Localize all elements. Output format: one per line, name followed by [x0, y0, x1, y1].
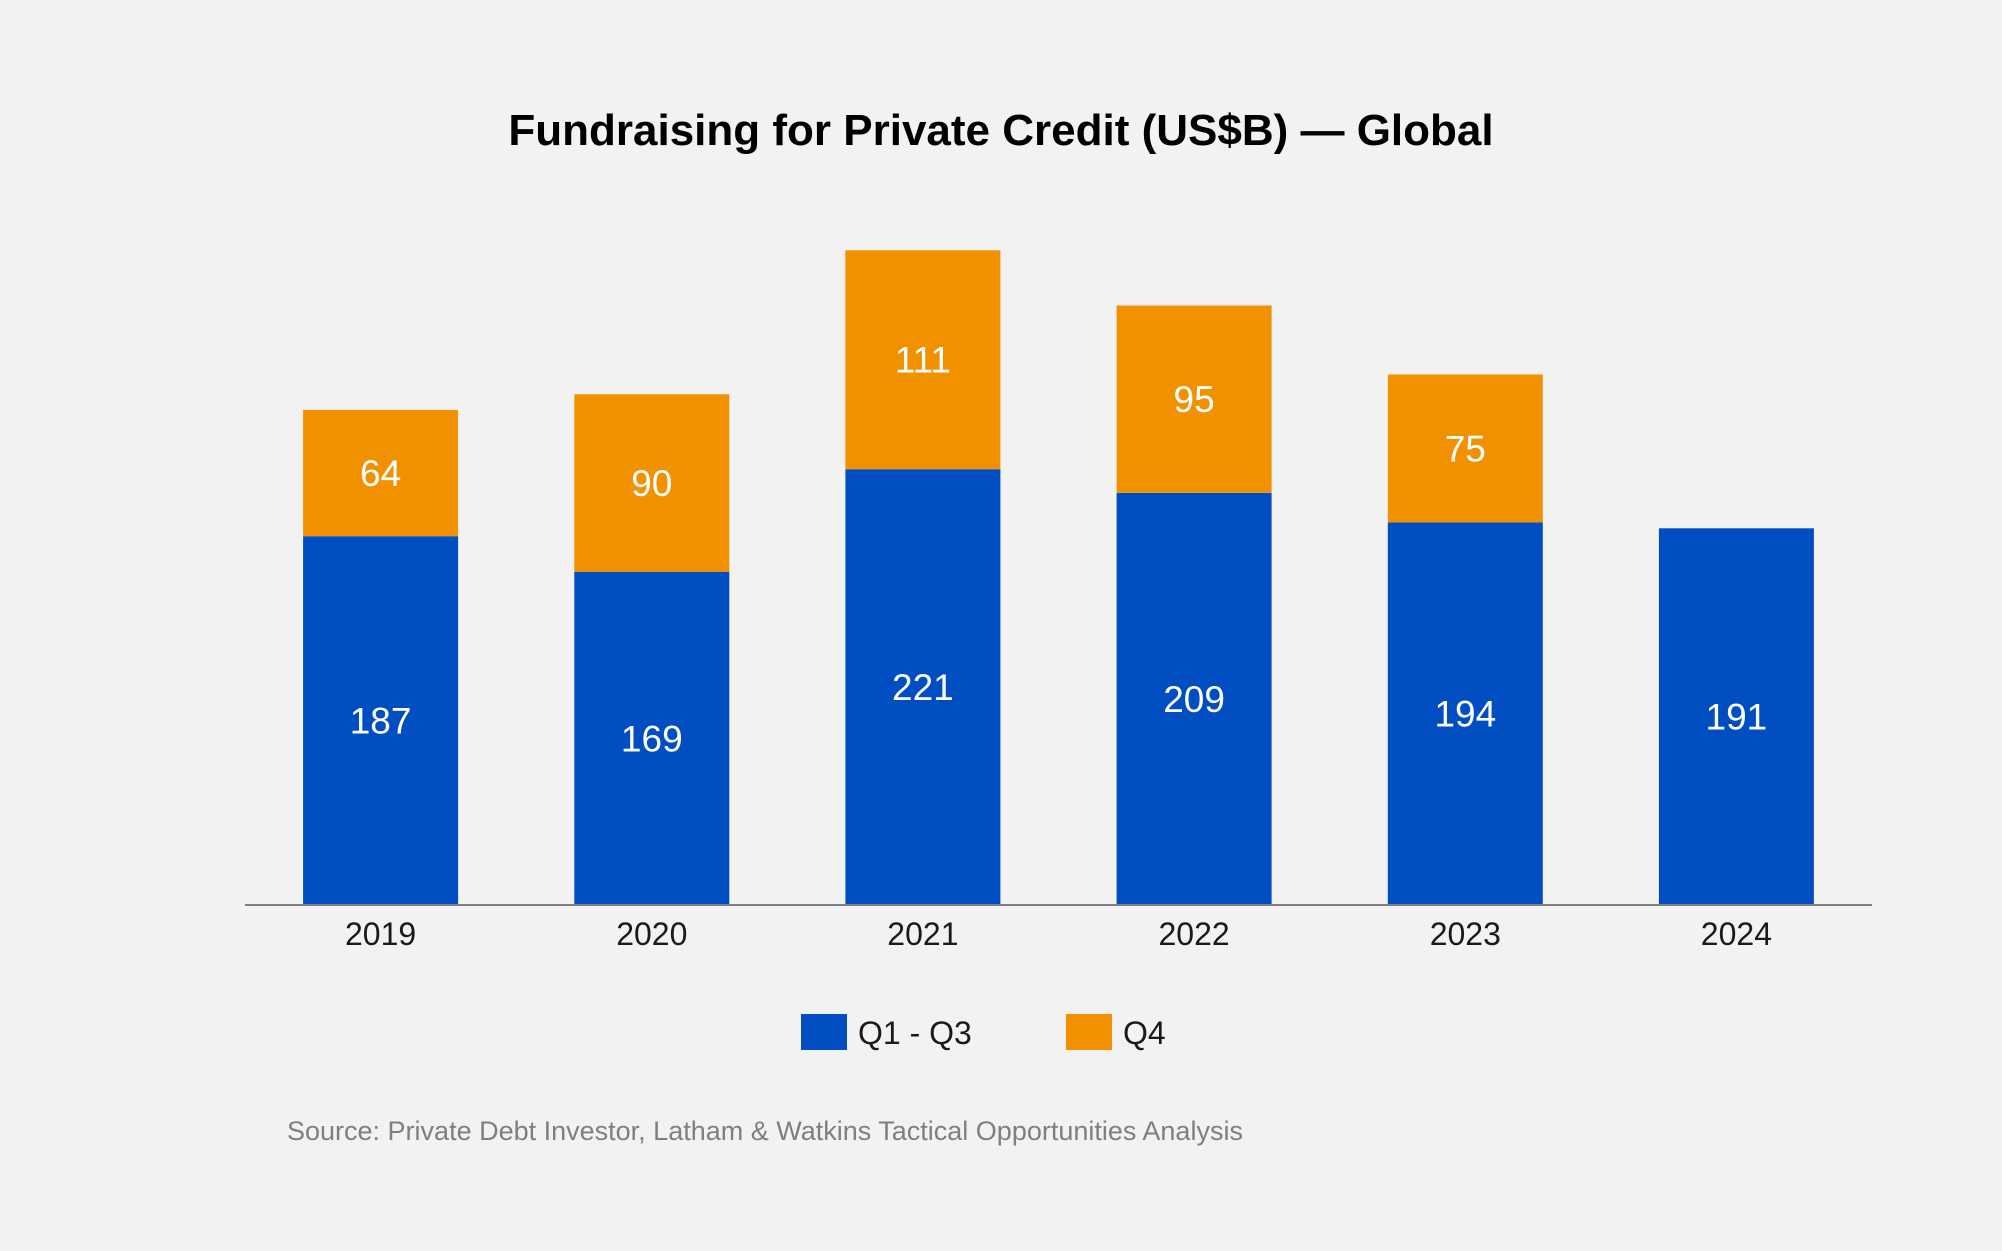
data-label-q1-q3-2019: 187 [350, 701, 412, 742]
x-tick-label-2023: 2023 [1430, 916, 1501, 952]
x-tick-label-2021: 2021 [887, 916, 958, 952]
data-label-q1-q3-2021: 221 [892, 667, 954, 708]
x-tick-labels: 2019 2020 2021 2022 2023 2024 [345, 916, 1772, 952]
data-label-q4-2023: 75 [1445, 429, 1486, 470]
x-tick-label-2024: 2024 [1701, 916, 1772, 952]
bar-q4-2022 [1116, 305, 1272, 493]
bar-q1-q3-2019 [303, 536, 459, 905]
bars-layer: 187 64 169 90 221 111 209 95 194 75 191 [303, 250, 1814, 905]
legend-swatch-q1-q3 [801, 1014, 847, 1050]
x-tick-label-2020: 2020 [616, 916, 687, 952]
bar-q1-q3-2020 [574, 571, 730, 905]
chart-source: Source: Private Debt Investor, Latham & … [287, 1116, 1243, 1146]
x-tick-label-2022: 2022 [1159, 916, 1230, 952]
data-label-q1-q3-2023: 194 [1434, 694, 1496, 735]
legend-label-q1-q3: Q1 - Q3 [858, 1015, 972, 1051]
legend: Q1 - Q3 Q4 [801, 1014, 1166, 1051]
data-label-q1-q3-2024: 191 [1706, 697, 1768, 738]
bar-q1-q3-2022 [1116, 492, 1272, 905]
bar-q1-q3-2023 [1387, 522, 1543, 905]
data-label-q1-q3-2022: 209 [1163, 679, 1225, 720]
data-label-q1-q3-2020: 169 [621, 718, 683, 759]
data-label-q4-2022: 95 [1174, 379, 1215, 420]
bar-q4-2021 [845, 250, 1001, 470]
data-label-q4-2019: 64 [360, 453, 401, 494]
legend-label-q4: Q4 [1123, 1015, 1166, 1051]
data-label-q4-2020: 90 [631, 463, 672, 504]
legend-swatch-q4 [1066, 1014, 1112, 1050]
bar-q4-2020 [574, 394, 730, 572]
bar-q4-2019 [303, 410, 459, 537]
bar-q4-2023 [1387, 374, 1543, 523]
x-tick-label-2019: 2019 [345, 916, 416, 952]
bar-q1-q3-2021 [845, 469, 1001, 905]
bar-q1-q3-2024 [1658, 528, 1814, 905]
data-label-q4-2021: 111 [895, 340, 951, 381]
chart-title: Fundraising for Private Credit (US$B) — … [508, 106, 1493, 155]
